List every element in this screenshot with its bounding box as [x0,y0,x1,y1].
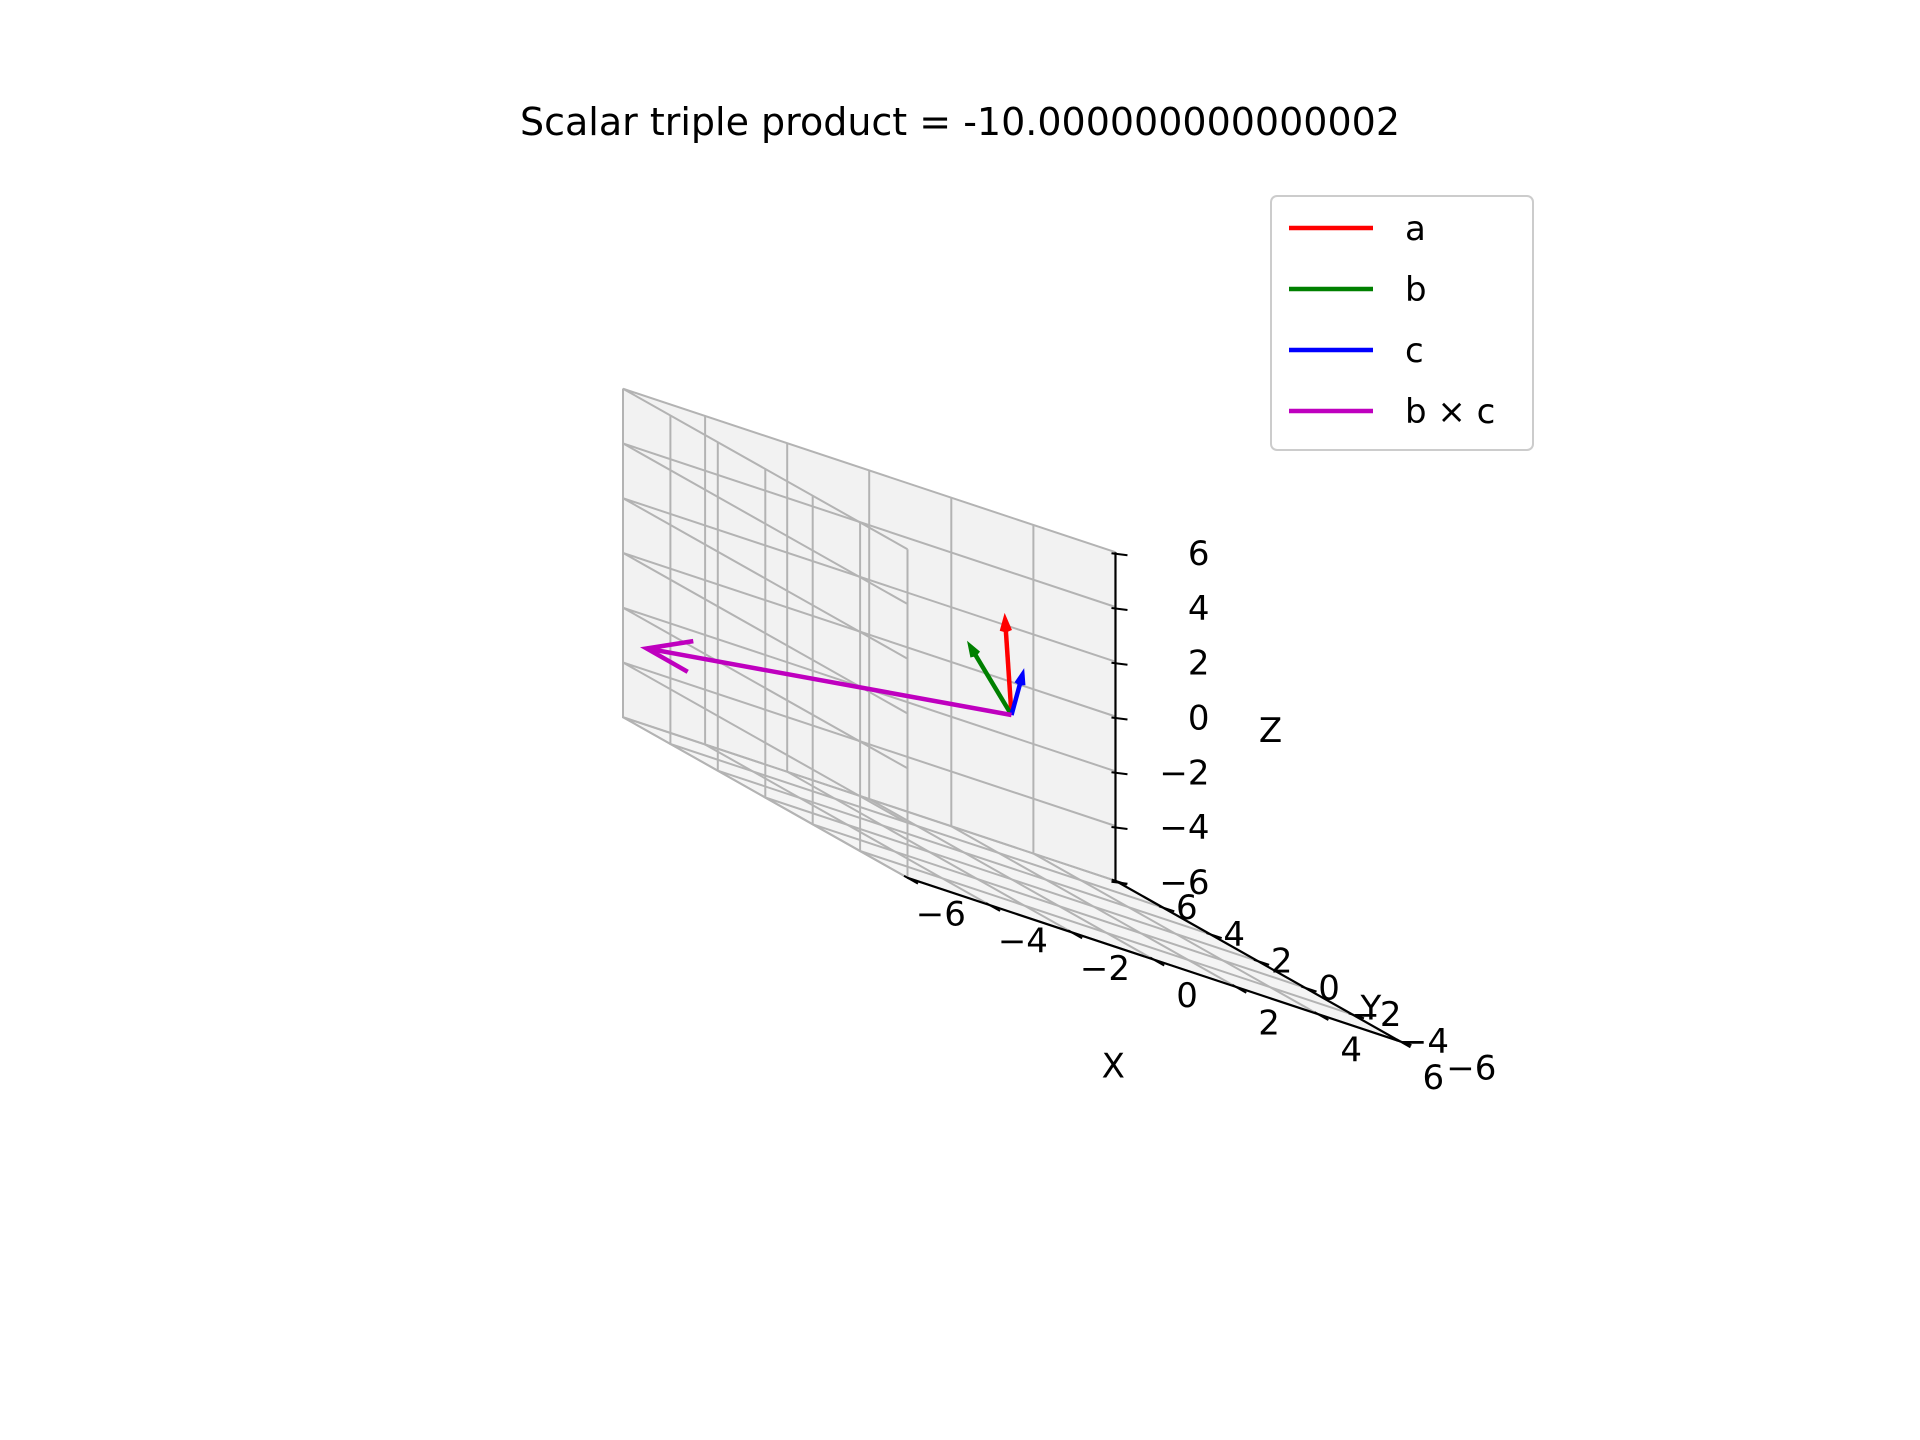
vector-arrowhead [967,640,981,658]
grid-line-z [622,661,1116,827]
y-tick-label: 0 [1318,968,1340,1008]
vector-b [967,640,1014,717]
z-tick [1111,771,1128,776]
z-tick-label: −6 [1159,863,1209,903]
vector-a [999,612,1014,716]
z-tick-label: 2 [1188,644,1210,684]
y-tick [1158,905,1175,913]
chart-title: Scalar triple product = -10.000000000000… [519,100,1400,144]
legend-label: b [1405,270,1427,310]
legend: abc b × c [1270,195,1534,451]
z-tick-label: −4 [1159,808,1209,848]
z-axis-label: Z [1259,711,1282,751]
x-tick [903,874,919,885]
grid-line-z [622,387,1116,554]
x-tick-label: 2 [1258,1003,1280,1043]
x-tick-label: 0 [1176,976,1198,1016]
grid-line-z [622,442,1116,608]
x-tick [985,902,1001,912]
x-tick-label: −6 [916,894,966,934]
y-tick [1395,1039,1412,1047]
x-axis-label: X [1102,1047,1125,1087]
grid-line-z [622,551,1116,718]
z-tick-label: 4 [1188,589,1210,629]
vector-shaft [1009,674,1025,716]
z-tick-label: −2 [1159,753,1209,793]
x-tick-label: −2 [1080,949,1130,989]
vector-arrowhead [999,612,1012,632]
x-tick-label: 4 [1340,1031,1362,1071]
y-tick [1348,1012,1365,1020]
legend-label: c [1405,331,1424,371]
y-tick-label: −4 [1399,1022,1449,1062]
z-tick-label: 0 [1188,699,1210,739]
y-tick-label: 4 [1223,915,1245,955]
x-tick-label: 6 [1422,1058,1444,1098]
y-tick-label: 6 [1176,888,1198,928]
y-axis-label: Y [1359,988,1381,1028]
z-tick [1111,716,1128,721]
grid-line-z [622,606,1116,773]
x-tick [1231,983,1247,994]
legend-label: b × c [1405,392,1495,432]
y-tick [1301,985,1317,993]
vector-b-c [640,638,1012,718]
x-tick [1149,956,1165,967]
vector-shaft [646,646,1012,718]
grid-line-z [622,716,1116,882]
y-tick-label: −2 [1351,995,1401,1035]
y-tick-label: −6 [1446,1049,1496,1089]
vector-shaft [1002,619,1014,716]
y-tick [1253,958,1270,966]
z-tick-label: 6 [1188,534,1210,574]
vector-c [1009,668,1026,716]
y-tick-label: 2 [1271,942,1293,982]
x-tick-label: −4 [998,922,1048,962]
vector-arrowhead [1014,668,1026,686]
grid-line-z [622,497,1116,663]
y-tick [1206,932,1223,940]
x-tick [1067,929,1083,940]
vector-arrowhead [640,638,694,674]
z-tick [1111,606,1128,611]
z-tick [1111,826,1128,831]
z-tick [1111,661,1128,666]
legend-box [1270,195,1534,451]
legend-label: a [1405,209,1426,249]
x-tick [1313,1011,1329,1021]
z-tick [1111,880,1128,885]
z-tick [1111,552,1128,557]
vector-shaft [968,645,1014,717]
